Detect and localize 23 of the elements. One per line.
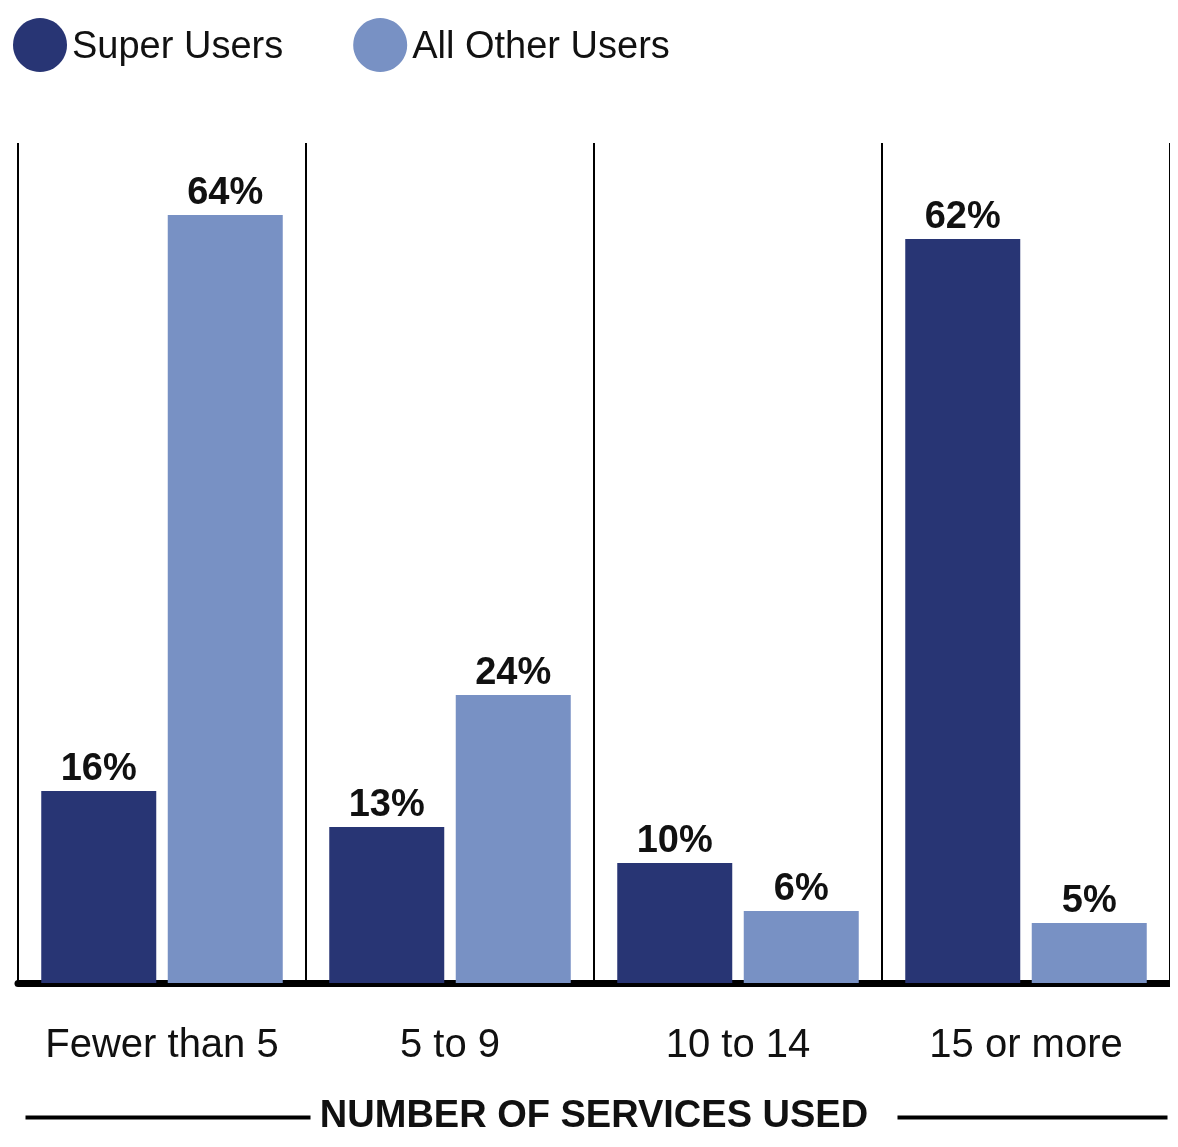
data-label: 10% <box>636 818 713 860</box>
legend-label: All Other Users <box>412 24 670 66</box>
x-tick-label: 15 or more <box>929 1021 1123 1065</box>
bar <box>167 215 283 983</box>
bar <box>329 827 445 983</box>
bar <box>41 791 157 983</box>
data-label: 62% <box>924 194 1001 236</box>
data-label: 6% <box>773 866 829 908</box>
x-axis-title: NUMBER OF SERVICES USED <box>319 1093 869 1135</box>
data-label: 13% <box>348 782 425 824</box>
bar <box>1031 923 1147 983</box>
bar <box>455 695 571 983</box>
data-label: 16% <box>60 746 137 788</box>
x-tick-label: 10 to 14 <box>665 1021 811 1065</box>
bar <box>905 239 1021 983</box>
data-label: 64% <box>187 170 264 212</box>
legend-label: Super Users <box>72 24 284 66</box>
data-label: 24% <box>475 650 552 692</box>
bar <box>617 863 733 983</box>
bar <box>743 911 859 983</box>
x-tick-label: Fewer than 5 <box>45 1021 279 1065</box>
x-tick-label: 5 to 9 <box>399 1021 501 1065</box>
data-label: 5% <box>1061 878 1117 920</box>
